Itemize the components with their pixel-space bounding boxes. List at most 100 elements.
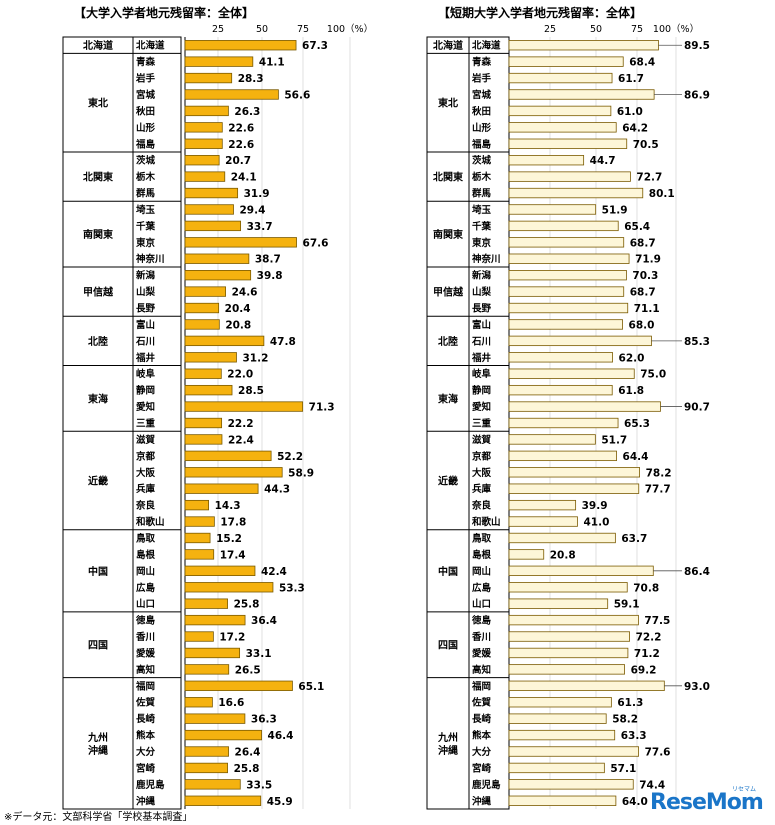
data-label: 29.4 bbox=[240, 204, 266, 216]
prefecture-label: 新潟 bbox=[472, 270, 492, 282]
data-label: 22.2 bbox=[228, 418, 254, 430]
prefecture-label: 兵庫 bbox=[136, 483, 156, 495]
bar bbox=[508, 253, 630, 264]
data-label: 15.2 bbox=[216, 533, 242, 545]
data-label: 25.8 bbox=[234, 599, 260, 611]
prefecture-label: 京都 bbox=[136, 450, 156, 462]
data-label: 38.7 bbox=[255, 254, 281, 266]
bar bbox=[508, 335, 652, 347]
bar bbox=[508, 779, 634, 790]
data-label: 33.7 bbox=[247, 221, 273, 233]
region-label: 沖縄 bbox=[438, 744, 458, 757]
data-label: 68.4 bbox=[629, 57, 655, 69]
region-label: 甲信越 bbox=[83, 286, 114, 299]
data-label: 74.4 bbox=[639, 779, 665, 791]
bar bbox=[508, 664, 625, 675]
prefecture-label: 佐賀 bbox=[471, 697, 492, 709]
prefecture-label: 宮崎 bbox=[472, 762, 492, 774]
bar bbox=[184, 417, 223, 429]
data-label: 70.5 bbox=[633, 139, 659, 151]
right-chart-title: 【短期大学入学者地元残留率：全体】 bbox=[438, 6, 643, 20]
bar bbox=[508, 352, 613, 363]
region-label: 東北 bbox=[438, 97, 458, 110]
bar bbox=[184, 565, 256, 576]
data-label: 31.2 bbox=[242, 352, 268, 364]
data-label: 72.2 bbox=[636, 632, 662, 644]
data-label: 85.3 bbox=[684, 336, 710, 348]
prefecture-label: 千葉 bbox=[472, 220, 492, 232]
bar bbox=[184, 138, 223, 149]
bar bbox=[508, 302, 629, 314]
bar bbox=[508, 746, 639, 757]
data-label: 42.4 bbox=[261, 566, 287, 578]
data-label: 24.6 bbox=[232, 287, 258, 299]
data-label: 77.5 bbox=[644, 615, 670, 627]
region-label: 南関東 bbox=[83, 228, 113, 241]
prefecture-label: 愛知 bbox=[136, 401, 155, 413]
prefecture-label: 島根 bbox=[472, 549, 492, 561]
bar bbox=[184, 89, 279, 100]
prefecture-label: 静岡 bbox=[136, 385, 155, 397]
prefecture-label: 三重 bbox=[472, 418, 492, 430]
prefecture-label: 滋賀 bbox=[472, 434, 492, 446]
bar bbox=[184, 680, 293, 691]
data-label: 89.5 bbox=[684, 40, 710, 52]
bar bbox=[508, 729, 616, 741]
tick-label: 75 bbox=[297, 24, 309, 35]
prefecture-label: 愛知 bbox=[472, 401, 491, 413]
logo-subtext: リセマム bbox=[732, 786, 757, 793]
bar bbox=[508, 795, 617, 806]
data-label: 80.1 bbox=[649, 188, 675, 200]
bar bbox=[508, 549, 545, 560]
prefecture-label: 長崎 bbox=[472, 713, 492, 725]
bar bbox=[184, 729, 262, 741]
bar bbox=[508, 417, 619, 429]
bar bbox=[508, 384, 613, 396]
prefecture-label: 埼玉 bbox=[136, 204, 156, 216]
region-label: 沖縄 bbox=[88, 744, 108, 757]
bar bbox=[508, 582, 628, 593]
data-label: 61.7 bbox=[618, 73, 644, 85]
bar bbox=[184, 220, 242, 232]
data-label: 41.1 bbox=[259, 57, 285, 69]
tick-label: 100（%） bbox=[653, 23, 699, 35]
data-label: 41.0 bbox=[583, 517, 609, 529]
data-label: 26.4 bbox=[235, 747, 261, 759]
data-label: 44.7 bbox=[590, 155, 616, 167]
bar bbox=[184, 450, 272, 462]
bar bbox=[184, 171, 226, 182]
prefecture-label: 福井 bbox=[471, 352, 492, 364]
tick-label: 75 bbox=[631, 24, 643, 35]
bar bbox=[184, 582, 274, 593]
data-label: 20.8 bbox=[225, 319, 251, 331]
bar bbox=[508, 270, 627, 281]
prefecture-label: 静岡 bbox=[472, 385, 491, 397]
prefecture-label: 鹿児島 bbox=[135, 779, 165, 791]
prefecture-label: 愛媛 bbox=[472, 647, 492, 659]
data-label: 51.7 bbox=[601, 434, 627, 446]
prefecture-label: 茨城 bbox=[472, 155, 492, 167]
prefecture-label: 青森 bbox=[136, 56, 156, 68]
region-label: 東海 bbox=[88, 392, 108, 405]
region-label: 九州 bbox=[437, 731, 458, 744]
data-label: 53.3 bbox=[279, 582, 305, 594]
data-label: 33.5 bbox=[246, 779, 272, 791]
data-label: 75.0 bbox=[640, 369, 666, 381]
bar bbox=[508, 105, 612, 117]
prefecture-label: 沖縄 bbox=[472, 795, 492, 807]
tick-label: 25 bbox=[544, 24, 556, 35]
prefecture-label: 秋田 bbox=[135, 105, 155, 117]
bar bbox=[508, 319, 623, 330]
data-label: 71.3 bbox=[309, 402, 335, 414]
prefecture-label: 熊本 bbox=[136, 730, 156, 742]
prefecture-label: 高知 bbox=[136, 664, 155, 676]
data-label: 36.4 bbox=[251, 615, 277, 627]
bar bbox=[184, 631, 214, 642]
prefecture-label: 山口 bbox=[472, 598, 491, 610]
data-label: 22.4 bbox=[228, 434, 254, 446]
prefecture-label: 石川 bbox=[471, 336, 491, 347]
bar bbox=[184, 516, 215, 527]
data-label: 26.3 bbox=[234, 106, 260, 118]
data-label: 31.9 bbox=[244, 188, 270, 200]
prefecture-label: 茨城 bbox=[136, 155, 156, 167]
